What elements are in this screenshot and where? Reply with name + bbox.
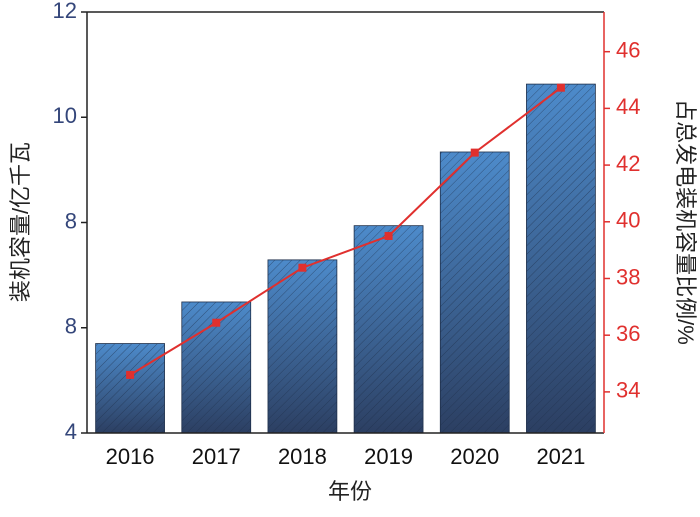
point bbox=[298, 263, 307, 272]
x-tick-label: 2018 bbox=[278, 444, 327, 469]
y-tick-label: 10 bbox=[53, 103, 77, 128]
y2-tick-label: 36 bbox=[616, 321, 640, 346]
y2-tick-label: 42 bbox=[616, 151, 640, 176]
y2-tick-label: 40 bbox=[616, 208, 640, 233]
point bbox=[212, 318, 221, 327]
x-tick-label: 2020 bbox=[450, 444, 499, 469]
point bbox=[384, 231, 393, 240]
y-tick-label: 4 bbox=[65, 419, 77, 444]
y2-tick-label: 38 bbox=[616, 264, 640, 289]
x-tick-label: 2021 bbox=[536, 444, 585, 469]
bar-hatch bbox=[95, 343, 165, 433]
point bbox=[126, 370, 135, 379]
y2-axis-label: 占总发电装机容量比例/% bbox=[673, 99, 698, 345]
y-tick-label: 8 bbox=[65, 314, 77, 339]
y-axis-label: 装机容量/亿千瓦 bbox=[8, 142, 33, 302]
y2-tick-label: 44 bbox=[616, 94, 640, 119]
y-tick-label: 8 bbox=[65, 208, 77, 233]
point bbox=[470, 148, 479, 157]
point bbox=[556, 83, 565, 92]
y-tick-label: 12 bbox=[53, 0, 77, 23]
bar-hatch bbox=[526, 84, 596, 433]
bar-hatch bbox=[354, 225, 424, 433]
line bbox=[129, 86, 562, 376]
bar-hatch bbox=[440, 151, 510, 434]
y2-tick-label: 46 bbox=[616, 38, 640, 63]
x-tick-label: 2017 bbox=[192, 444, 241, 469]
x-tick-label: 2016 bbox=[106, 444, 155, 469]
x-tick-label: 2019 bbox=[364, 444, 413, 469]
bar-hatch bbox=[267, 259, 337, 433]
x-axis-label: 年份 bbox=[328, 479, 372, 504]
y2-tick-label: 34 bbox=[616, 378, 640, 403]
